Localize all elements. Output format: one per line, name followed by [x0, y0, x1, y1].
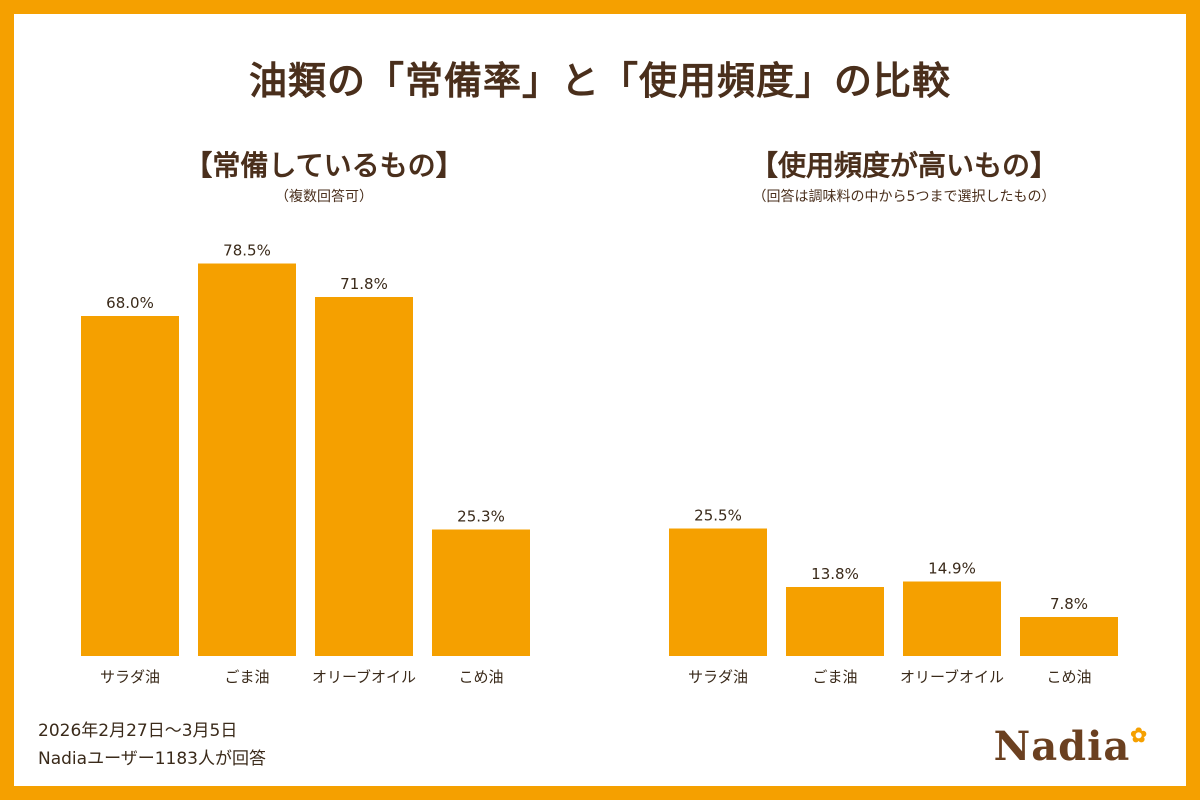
- category-label-0-0: サラダ油: [100, 668, 160, 686]
- fork-knife-icon: ✿: [1130, 723, 1148, 747]
- bar-1-3: [1020, 617, 1118, 656]
- data-label-1-0: 25.5%: [694, 507, 742, 525]
- chart-frame: 油類の「常備率」と「使用頻度」の比較 【常備しているもの】 （複数回答可） 【使…: [14, 14, 1186, 786]
- category-label-1-0: サラダ油: [688, 668, 748, 686]
- data-label-1-2: 14.9%: [928, 560, 976, 578]
- right-chart-title: 【使用頻度が高いもの】: [749, 149, 1058, 182]
- category-label-0-1: ごま油: [224, 668, 269, 686]
- bar-1-2: [903, 581, 1001, 656]
- data-label-0-0: 68.0%: [106, 294, 154, 312]
- data-label-0-3: 25.3%: [457, 508, 505, 526]
- bar-0-1: [198, 263, 296, 656]
- bar-1-1: [786, 587, 884, 656]
- category-label-1-1: ごま油: [812, 668, 857, 686]
- nadia-logo: Nadia✿: [994, 723, 1148, 770]
- page-title: 油類の「常備率」と「使用頻度」の比較: [248, 59, 951, 103]
- category-label-0-3: こめ油: [458, 668, 503, 686]
- category-label-1-2: オリーブオイル: [900, 668, 1004, 686]
- survey-date: 2026年2月27日〜3月5日: [38, 721, 238, 741]
- right-chart-subtitle: （回答は調味料の中から5つまで選択したもの）: [752, 189, 1056, 205]
- category-label-0-2: オリーブオイル: [312, 668, 416, 686]
- category-label-1-3: こめ油: [1046, 668, 1091, 686]
- data-label-0-1: 78.5%: [223, 242, 271, 260]
- left-chart-title: 【常備しているもの】: [184, 149, 464, 182]
- data-label-1-3: 7.8%: [1050, 595, 1088, 613]
- bar-1-0: [669, 528, 767, 656]
- data-label-1-1: 13.8%: [811, 565, 859, 583]
- bar-0-2: [315, 297, 413, 656]
- survey-respondents: Nadiaユーザー1183人が回答: [38, 749, 266, 769]
- data-label-0-2: 71.8%: [340, 275, 388, 293]
- left-chart-subtitle: （複数回答可）: [275, 189, 373, 205]
- bar-charts: 68.0% サラダ油 78.5% ごま油 71.8% オリーブオイル 25.3% こめ油 25.…: [81, 242, 1118, 686]
- logo-text: Nadia: [993, 723, 1131, 770]
- bar-0-3: [432, 529, 530, 656]
- bar-0-0: [81, 316, 179, 656]
